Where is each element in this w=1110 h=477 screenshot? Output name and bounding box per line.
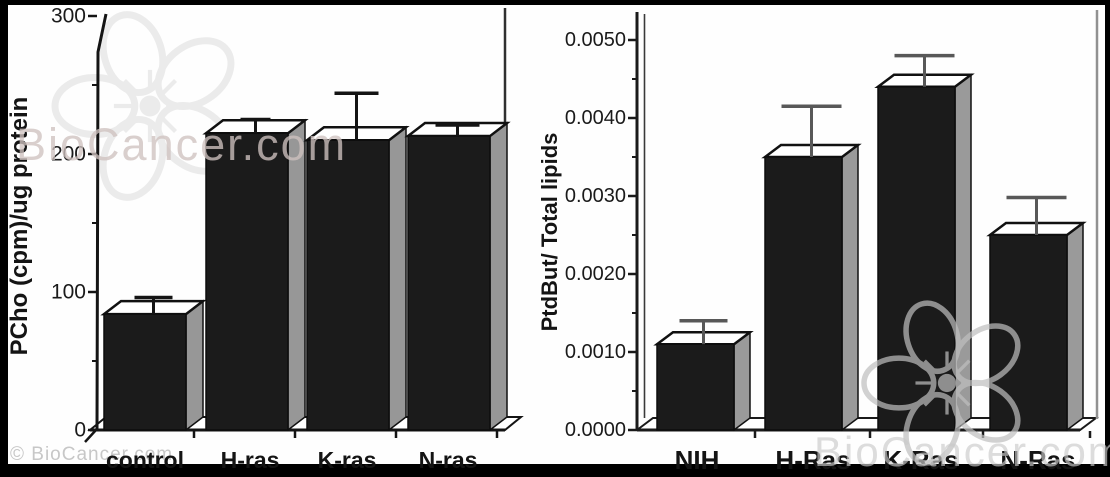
error-bar-control xyxy=(134,295,173,315)
y-axis-title: PCho (cpm)/ug protein xyxy=(6,97,33,356)
error-bar-nih xyxy=(679,319,728,345)
bar-side-face xyxy=(1066,221,1084,432)
bar-control xyxy=(100,299,207,432)
x-category-label: N-ras xyxy=(419,447,478,473)
biocancer-flower-watermark-icon xyxy=(51,11,235,201)
bar-side-face xyxy=(841,143,859,432)
bar-k-ras xyxy=(303,125,410,432)
flower-petal xyxy=(903,300,961,375)
error-bar-n-ras xyxy=(1006,195,1067,235)
flower-petal xyxy=(903,391,961,466)
watermark-flower-top-left-layer xyxy=(51,11,235,201)
flower-spike xyxy=(923,391,939,407)
bar-front-face xyxy=(764,156,843,431)
flower-petal xyxy=(951,323,1021,387)
flower-spike xyxy=(159,78,178,97)
y-tick-label: 0.0030 xyxy=(565,185,626,207)
biocancer-flower-watermark-icon xyxy=(861,300,1021,466)
flower-petal xyxy=(154,37,235,111)
y-axis-title: PtdBut/ Total lipids xyxy=(537,133,562,332)
y-tick-label: 0.0020 xyxy=(565,263,626,285)
copyright-watermark: © BioCancer.com xyxy=(10,444,174,465)
origin-diagonal xyxy=(84,429,97,443)
bar-side-face xyxy=(733,330,751,432)
biocancer-watermark-text-left: BioCancer.com xyxy=(16,119,348,170)
flower-center xyxy=(139,95,161,117)
flower-spike xyxy=(955,391,971,407)
y-tick-label: 300 xyxy=(51,5,86,28)
y-tick-label: 0 xyxy=(74,419,86,442)
bar-n-ras xyxy=(404,121,511,432)
error-bar-k-ras xyxy=(894,53,955,87)
x-category-label: K-ras xyxy=(318,447,377,473)
flower-spike xyxy=(955,359,971,375)
y-tick-label: 200 xyxy=(51,143,86,166)
flower-spike xyxy=(122,115,141,134)
y-axis-line xyxy=(95,13,108,431)
bar-front-face xyxy=(407,135,491,431)
flower-spike xyxy=(923,359,939,375)
flower-center xyxy=(937,373,957,393)
flower-petal xyxy=(99,115,167,201)
right-chart-ptdbut: 0.0000 0.0010 0.0020 0.0030 0.0040 0.0050 NIH H… xyxy=(537,10,1099,475)
flower-petal xyxy=(51,74,139,138)
error-bar-h-ras xyxy=(240,117,271,134)
error-bar-n-ras xyxy=(435,123,480,137)
flower-spike xyxy=(159,115,178,134)
flower-spike xyxy=(122,78,141,97)
flower-petal xyxy=(861,355,937,411)
watermark-flower-bottom-right-layer xyxy=(861,300,1021,466)
bar-side-face xyxy=(388,125,407,432)
bar-h-ras xyxy=(761,143,862,432)
bar-front-face xyxy=(989,234,1068,431)
bar-k-ras xyxy=(874,73,975,432)
flower-petal xyxy=(99,11,167,97)
x-category-label: control xyxy=(106,447,184,473)
x-category-label: H-ras xyxy=(221,447,280,473)
x-category-label: N-Ras xyxy=(1000,445,1075,475)
y-tick-label: 0.0010 xyxy=(565,341,626,363)
error-bar-k-ras xyxy=(334,91,379,141)
left-chart-pcho: 0 100 200 300 control H-ras K-ras N-ras PCho (cp… xyxy=(6,5,524,473)
bar-nih xyxy=(653,330,754,432)
y-tick-label: 100 xyxy=(51,281,86,304)
bar-front-face xyxy=(656,343,735,431)
x-category-label: NIH xyxy=(675,445,720,475)
y-tick-label: 0.0000 xyxy=(565,419,626,441)
bar-front-face xyxy=(205,132,289,431)
y-tick-label: 0.0050 xyxy=(565,29,626,51)
y-tick-label: 0.0040 xyxy=(565,107,626,129)
bar-side-face xyxy=(489,121,508,432)
flower-petal xyxy=(951,379,1021,443)
bar-side-face xyxy=(185,299,204,432)
error-bar-h-ras xyxy=(781,104,842,157)
bar-front-face xyxy=(306,139,390,431)
x-category-label: H-Ras xyxy=(775,445,850,475)
biocancer-watermark-text-right: BioCancer.com xyxy=(814,428,1110,475)
bar-front-face xyxy=(103,313,187,431)
